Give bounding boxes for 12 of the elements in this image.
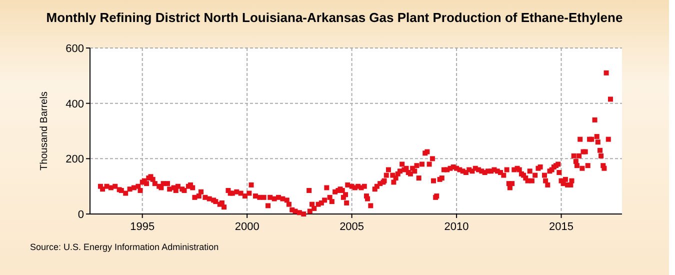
x-tick-label: 2015 [549, 221, 574, 233]
y-axis-title: Thousand Barrels [39, 92, 50, 170]
source-note: Source: U.S. Energy Information Administration [30, 242, 219, 252]
x-tick-label: 2005 [340, 221, 364, 233]
x-tick-label: 2000 [234, 221, 260, 233]
y-tick-label: 0 [78, 209, 84, 221]
y-tick-label: 200 [66, 154, 84, 166]
y-tick-label: 600 [66, 43, 84, 55]
x-tick-label: 2010 [444, 221, 469, 233]
chart-title: Monthly Refining District North Louisiana-Arkansas Gas Plant Production of Ethane-Ethylene [46, 10, 623, 25]
y-tick-label: 400 [66, 98, 84, 110]
x-tick-label: 1995 [130, 221, 155, 233]
